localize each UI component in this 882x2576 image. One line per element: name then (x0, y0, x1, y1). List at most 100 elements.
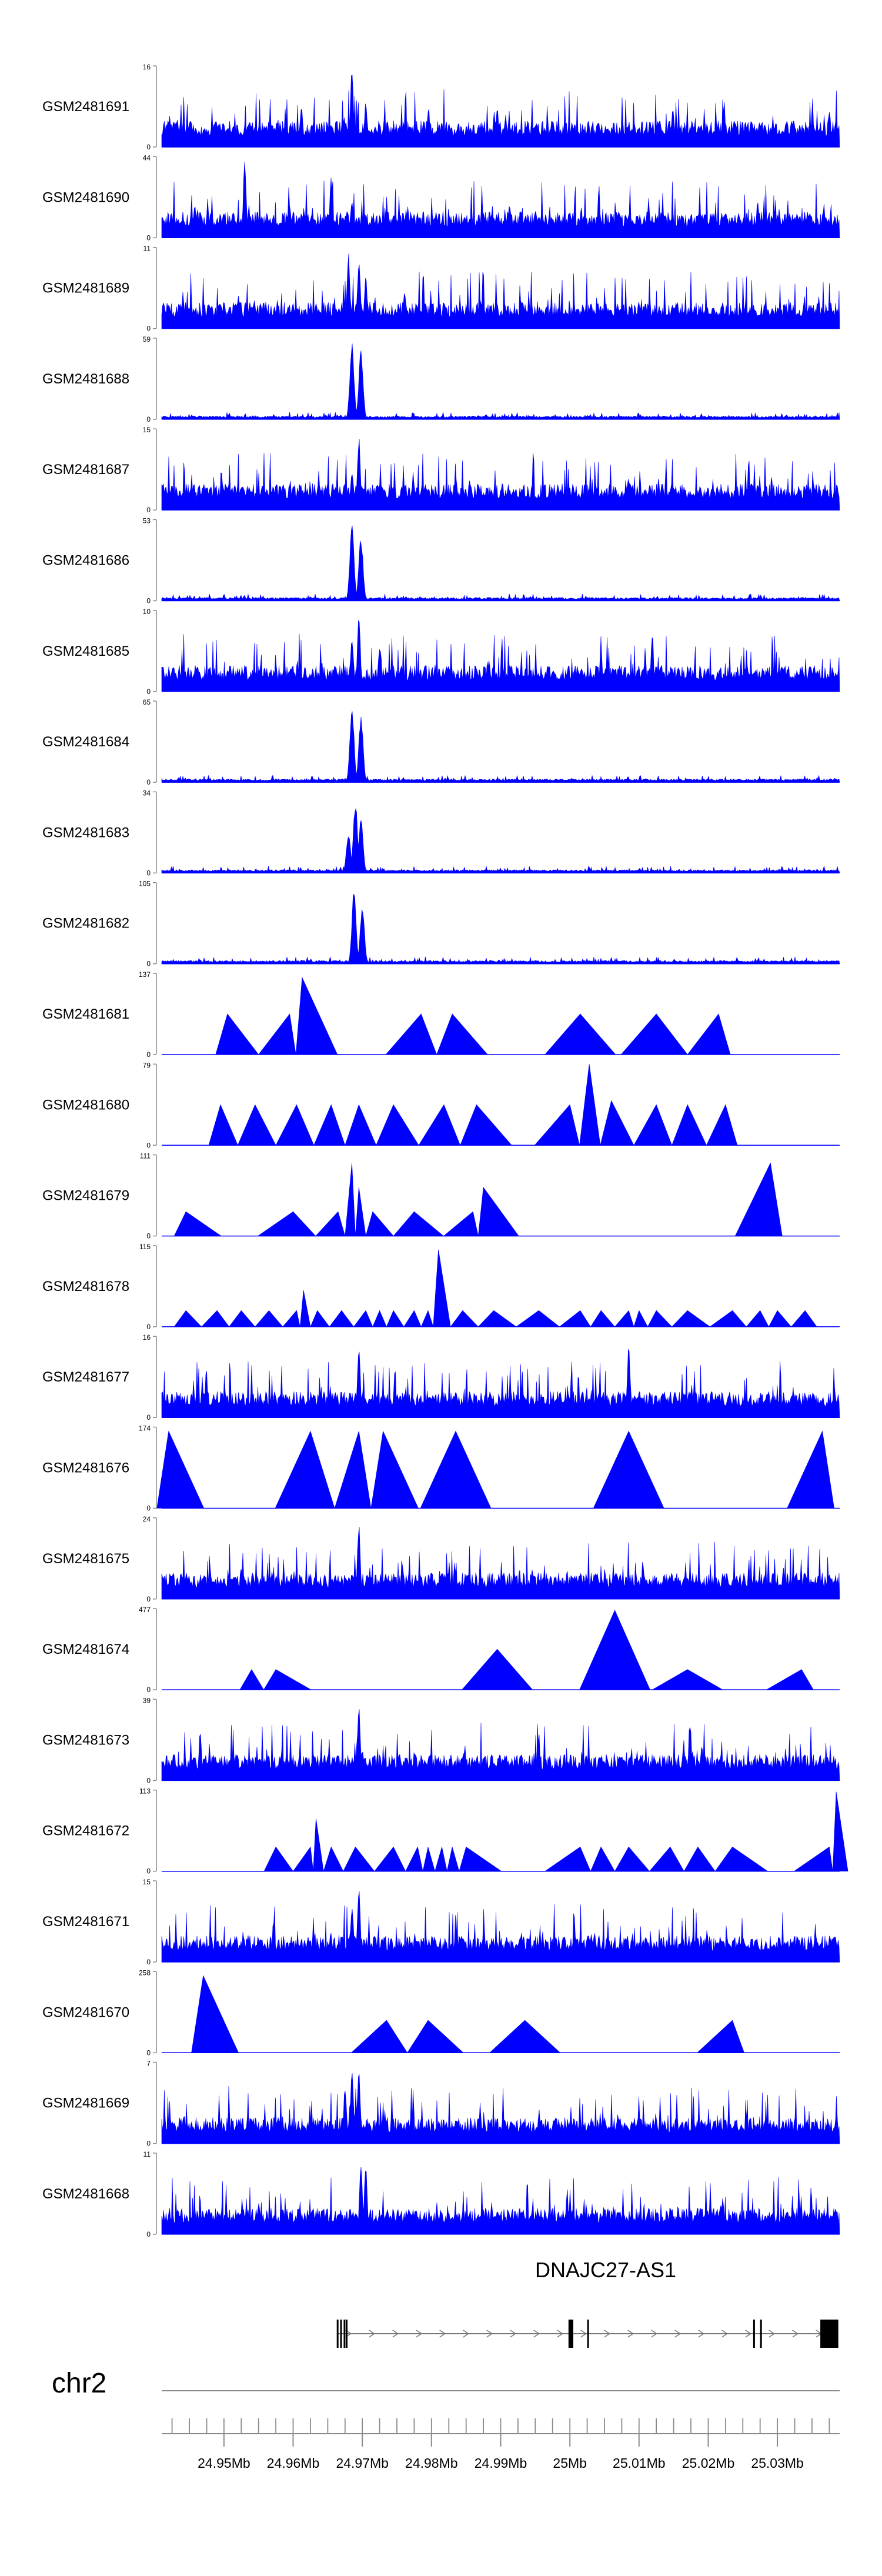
axis-tick-label: 25.03Mb (751, 2455, 804, 2471)
y-axis-max-label: 15 (143, 1878, 151, 1886)
gene-exon (587, 2320, 589, 2348)
y-axis-max-label: 59 (143, 335, 151, 343)
y-axis-min-label: 0 (146, 1413, 151, 1422)
y-axis-max-label: 44 (143, 154, 151, 162)
track-GSM2481679: GSM2481679 111 0 (42, 1152, 840, 1240)
y-axis-min-label: 0 (146, 1232, 151, 1240)
strand-arrow (698, 2330, 705, 2338)
track-label: GSM2481672 (42, 1823, 129, 1839)
gene-exon (568, 2320, 573, 2348)
strand-arrow (463, 2330, 470, 2338)
track-label: GSM2481683 (42, 825, 129, 840)
y-axis-min-label: 0 (146, 325, 151, 333)
track-label: GSM2481691 (42, 99, 129, 115)
gene-exon (753, 2320, 755, 2348)
track-label: GSM2481689 (42, 281, 129, 296)
signal-area (161, 711, 840, 783)
track-GSM2481678: GSM2481678 115 0 (42, 1243, 840, 1331)
track-label: GSM2481671 (42, 1914, 129, 1930)
y-axis-max-label: 137 (139, 970, 151, 979)
y-axis-max-label: 10 (143, 608, 151, 616)
track-GSM2481688: GSM2481688 59 0 (42, 335, 840, 423)
track-label: GSM2481680 (42, 1097, 129, 1113)
gene-exon (336, 2320, 339, 2348)
strand-arrow (792, 2330, 799, 2338)
track-GSM2481673: GSM2481673 39 0 (42, 1696, 840, 1784)
signal-area (161, 253, 840, 329)
track-label: GSM2481686 (42, 553, 129, 569)
track-GSM2481680: GSM2481680 79 0 (42, 1061, 840, 1149)
signal-area (161, 808, 840, 873)
axis-tick-label: 25.01Mb (613, 2455, 666, 2471)
y-axis-min-label: 0 (146, 415, 151, 423)
y-axis-min-label: 0 (146, 143, 151, 151)
track-GSM2481685: GSM2481685 10 0 (42, 608, 840, 696)
data-tracks: GSM2481691160GSM2481690440GSM2481689110G… (42, 63, 848, 2238)
y-axis-max-label: 11 (143, 245, 151, 253)
y-axis-min-label: 0 (146, 1958, 151, 1966)
genome-axis-track: chr2 24.95Mb 24.96Mb 24.97Mb 24.98Mb 24.99Mb… (52, 2368, 840, 2471)
y-axis-max-label: 7 (146, 2060, 151, 2068)
y-axis-min-label: 0 (146, 597, 151, 605)
signal-area (161, 893, 840, 964)
signal-area (156, 1430, 834, 1509)
axis-tick-label: 25Mb (553, 2455, 587, 2471)
y-axis-max-label: 53 (143, 517, 151, 525)
strand-arrow (439, 2330, 446, 2338)
strand-arrow (510, 2330, 517, 2338)
y-axis-max-label: 16 (143, 63, 151, 71)
track-GSM2481674: GSM2481674 477 0 (42, 1606, 840, 1694)
axis-tick-label: 24.99Mb (475, 2455, 527, 2471)
track-label: GSM2481674 (42, 1641, 129, 1657)
y-axis-max-label: 34 (143, 789, 151, 797)
signal-area (161, 1709, 840, 1781)
track-GSM2481689: GSM2481689 11 0 (42, 245, 840, 333)
strand-arrow (604, 2330, 611, 2338)
y-axis-max-label: 24 (143, 1515, 151, 1523)
axis-tick-label: 24.96Mb (267, 2455, 320, 2471)
signal-area (173, 1162, 783, 1237)
track-GSM2481684: GSM2481684 65 0 (42, 698, 840, 786)
chromosome-label: chr2 (52, 2368, 106, 2399)
y-axis-min-label: 0 (146, 1323, 151, 1331)
y-axis-max-label: 11 (143, 2150, 151, 2158)
strand-arrow (486, 2330, 493, 2338)
y-axis-min-label: 0 (146, 2140, 151, 2148)
y-axis-min-label: 0 (146, 1867, 151, 1876)
axis-tick-label: 24.98Mb (405, 2455, 458, 2471)
track-label: GSM2481669 (42, 2095, 129, 2111)
signal-area (161, 2073, 840, 2144)
track-GSM2481670: GSM2481670 258 0 (42, 1968, 840, 2057)
track-label: GSM2481679 (42, 1188, 129, 1204)
y-axis-min-label: 0 (146, 1595, 151, 1603)
y-axis-min-label: 0 (146, 688, 151, 696)
signal-area (161, 1349, 840, 1418)
signal-area (161, 343, 840, 420)
strand-arrow (416, 2330, 423, 2338)
strand-arrow (674, 2330, 681, 2338)
y-axis-max-label: 174 (139, 1424, 151, 1433)
strand-arrow (557, 2330, 564, 2338)
track-label: GSM2481687 (42, 462, 129, 478)
track-label: GSM2481690 (42, 189, 129, 205)
track-GSM2481681: GSM2481681 137 0 (42, 970, 840, 1059)
track-label: GSM2481675 (42, 1551, 129, 1567)
strand-arrow (745, 2330, 752, 2338)
signal-area (208, 1064, 738, 1146)
signal-area (215, 976, 731, 1055)
track-GSM2481669: GSM2481669 7 0 (42, 2060, 840, 2148)
signal-area (173, 1249, 817, 1327)
y-axis-min-label: 0 (146, 778, 151, 786)
strand-arrow (721, 2330, 729, 2338)
y-axis-min-label: 0 (146, 1141, 151, 1149)
strand-arrow (769, 2330, 776, 2338)
track-label: GSM2481685 (42, 643, 129, 659)
gene-exon (343, 2320, 346, 2348)
track-GSM2481677: GSM2481677 16 0 (42, 1333, 840, 1422)
y-axis-max-label: 115 (139, 1243, 151, 1251)
signal-area (263, 1791, 848, 1872)
strand-arrow (580, 2330, 587, 2338)
signal-area (239, 1610, 814, 1690)
y-axis-max-label: 65 (143, 698, 151, 706)
